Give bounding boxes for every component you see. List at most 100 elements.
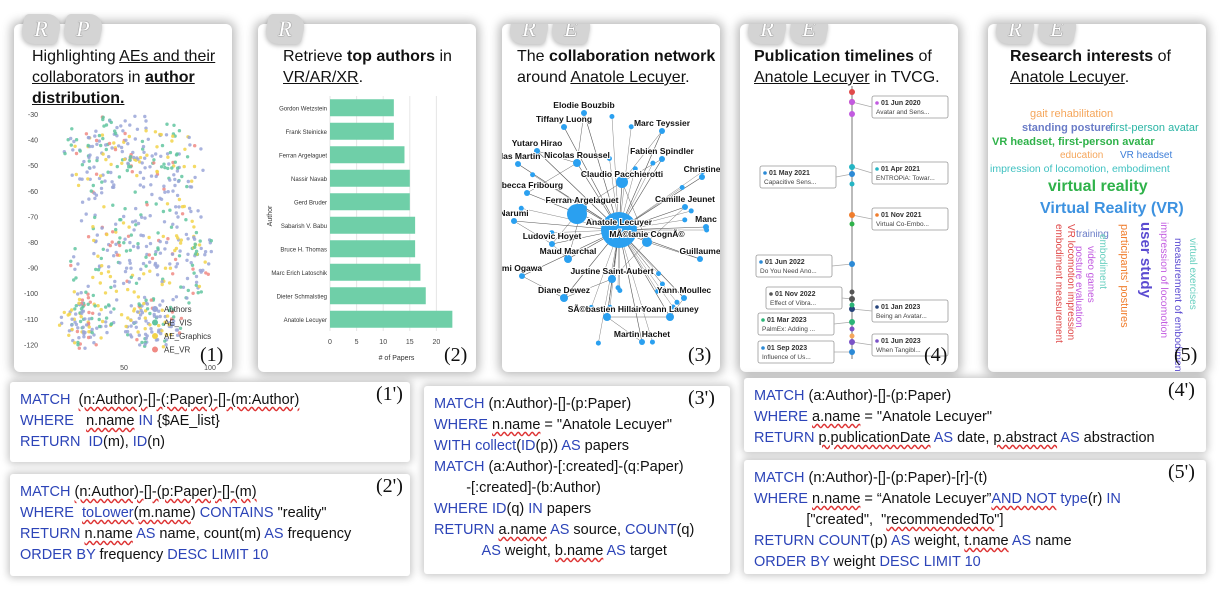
word-embodiment-measurement[interactable]: embodiment measurement <box>1053 224 1064 343</box>
scatter-point <box>110 146 114 150</box>
panel-collaboration-network: R E The collaboration network around Ana… <box>502 24 720 372</box>
timeline-connector <box>851 101 873 108</box>
panel-publication-timeline: R E Publication timelines of Anatole Lec… <box>740 24 958 372</box>
publication-timeline-chart[interactable]: 01 Jun 2020 Avatar and Sens... 01 May 2021… <box>740 24 958 372</box>
y-tick-label: -70 <box>28 214 38 221</box>
scatter-point <box>107 265 111 269</box>
timeline-event-title: Influence of Us... <box>762 354 811 361</box>
query-line: MATCH (n:Author)-[]-(p:Paper)-[]-(m) <box>20 484 257 500</box>
author-scatter-plot[interactable]: -30 -40 -50 -60 -70 -80 -90 -100 -110 -120 50 100 Au… <box>14 24 232 372</box>
timeline-dot <box>849 261 855 267</box>
word-vr-headset[interactable]: VR headset <box>1120 150 1173 161</box>
word-posture-evaluation[interactable]: posture evaluation <box>1073 246 1084 328</box>
network-node <box>606 155 612 161</box>
word-gait-rehabilitation[interactable]: gait rehabilitation <box>1030 108 1114 120</box>
scatter-point <box>72 278 76 282</box>
network-node <box>524 190 530 196</box>
scatter-point <box>152 161 156 165</box>
scatter-point <box>160 143 165 148</box>
scatter-point <box>181 285 186 289</box>
scatter-point <box>118 243 122 248</box>
word-education[interactable]: education <box>1060 150 1104 161</box>
scatter-point <box>190 263 195 267</box>
word-participants-postures[interactable]: participants' postures <box>1118 224 1130 328</box>
timeline-dot <box>849 302 855 308</box>
timeline-dot <box>849 349 855 355</box>
edge <box>611 116 620 231</box>
scatter-point <box>171 322 176 326</box>
scatter-point <box>148 214 152 218</box>
scatter-point <box>138 303 142 308</box>
timeline-event-marker <box>875 339 879 343</box>
word-impression-of-locomotion[interactable]: impression of locomotion <box>1158 222 1170 339</box>
scatter-point <box>145 153 149 157</box>
scatter-point <box>150 154 154 158</box>
network-node <box>682 217 688 223</box>
scatter-point <box>107 155 111 159</box>
scatter-point <box>129 304 133 308</box>
node-label: Elodie Bouzbib <box>553 100 614 110</box>
scatter-point <box>176 179 181 184</box>
word-video-games[interactable]: video games <box>1085 246 1096 303</box>
scatter-point <box>117 144 121 148</box>
panel-title: Publication timelines of Anatole Lecuyer… <box>754 48 940 86</box>
word-cloud[interactable]: gait rehabilitation standing posture fir… <box>988 24 1206 372</box>
scatter-point <box>167 323 171 327</box>
word-impression-locomotion-embodiment[interactable]: impression of locomotion, embodiment <box>990 163 1170 175</box>
node-label: mi Ogawa <box>502 263 542 273</box>
scatter-point <box>121 221 126 225</box>
scatter-point <box>204 271 208 275</box>
query-line: WHERE n.name = "Anatole Lecuyer" <box>434 417 673 433</box>
scatter-point <box>73 307 77 311</box>
scatter-point <box>73 341 77 345</box>
word-vr-headset-first-person-avatar[interactable]: VR headset, first-person avatar <box>992 136 1155 148</box>
scatter-point <box>136 295 141 299</box>
scatter-point <box>76 262 80 266</box>
scatter-point <box>167 281 172 285</box>
edge <box>521 275 565 299</box>
node-label: Christine <box>684 164 720 174</box>
network-node <box>549 230 555 236</box>
word-training[interactable]: training <box>1076 229 1109 240</box>
word-first-person-avatar[interactable]: first-person avatar <box>1110 122 1199 134</box>
query-line: RETURN a.name AS source, COUNT(q) <box>434 522 695 538</box>
scatter-point <box>96 254 100 258</box>
scatter-point <box>172 173 176 177</box>
scatter-point <box>95 158 99 163</box>
scatter-point <box>126 316 130 320</box>
scatter-point <box>99 174 103 178</box>
scatter-point <box>69 136 73 141</box>
scatter-point <box>158 303 162 307</box>
timeline-event-title: Being an Avatar... <box>876 313 927 320</box>
query-line: MATCH (a:Author)-[:created]-(q:Paper) <box>434 459 684 475</box>
timeline-dot <box>849 212 855 218</box>
network-node <box>581 110 587 116</box>
scatter-point <box>111 203 115 207</box>
word-virtual-reality-vr[interactable]: Virtual Reality (VR) <box>1040 200 1184 217</box>
scatter-point <box>105 330 109 335</box>
scatter-point <box>160 308 164 312</box>
node-label: Diane Dewez <box>538 285 590 295</box>
scatter-point <box>80 177 84 181</box>
top-authors-bar-chart[interactable]: 0 5 10 15 20 Gordon Wetzstein Frank Steinicke F… <box>258 24 476 372</box>
scatter-point <box>77 301 81 305</box>
word-user-study[interactable]: user study <box>1137 222 1154 298</box>
scatter-point <box>101 136 105 141</box>
scatter-point <box>83 330 87 335</box>
network-node <box>703 224 709 230</box>
scatter-point <box>129 266 133 270</box>
network-node <box>609 113 615 119</box>
scatter-point <box>187 135 191 140</box>
scatter-point <box>154 174 158 179</box>
word-virtual-exercises[interactable]: virtual exercises <box>1187 238 1198 310</box>
word-embodiment[interactable]: embodiment <box>1097 234 1108 290</box>
word-virtual-reality[interactable]: virtual reality <box>1048 178 1148 195</box>
scatter-point <box>103 291 108 295</box>
scatter-point <box>177 331 182 335</box>
collaboration-network-graph[interactable]: Elodie Bouzbib Tiffany Luong Marc Teyssier… <box>502 24 720 372</box>
word-standing-posture[interactable]: standing posture <box>1022 122 1112 134</box>
query-number: (5') <box>1168 461 1195 483</box>
scatter-point <box>174 328 179 332</box>
scatter-point <box>194 283 198 287</box>
timeline-event-date: 01 Nov 2022 <box>775 291 816 298</box>
